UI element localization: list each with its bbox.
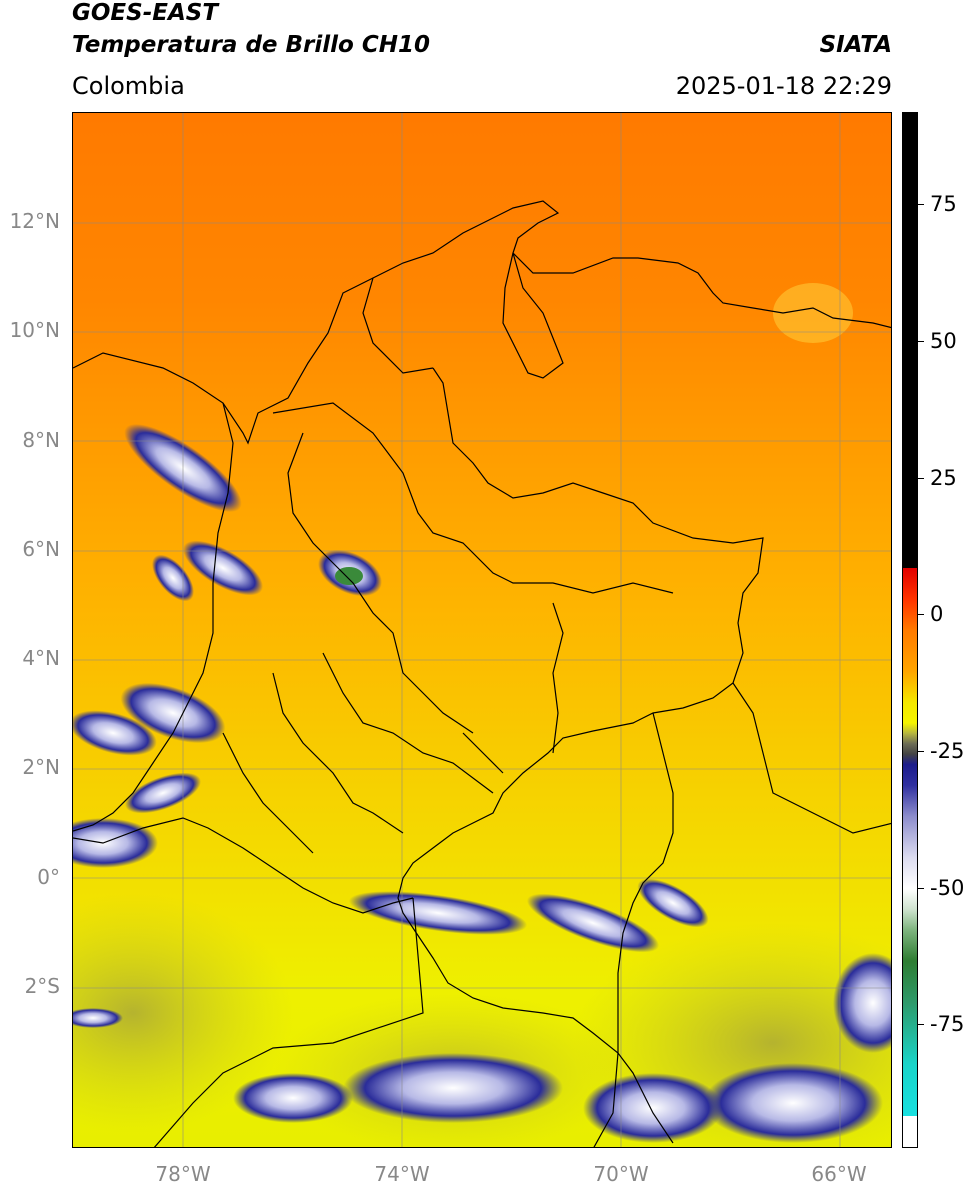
product-title: Temperatura de Brillo CH10 bbox=[72, 32, 430, 58]
lat-label: 12°N bbox=[9, 209, 60, 233]
map-canvas bbox=[73, 113, 891, 1147]
colorbar-tick: 75 bbox=[930, 192, 957, 216]
lat-label: 4°N bbox=[22, 646, 60, 670]
graticule bbox=[73, 113, 891, 1147]
lon-label: 74°W bbox=[374, 1162, 430, 1186]
lon-label: 70°W bbox=[593, 1162, 649, 1186]
lat-label: 10°N bbox=[9, 318, 60, 342]
timestamp-label: 2025-01-18 22:29 bbox=[675, 72, 892, 100]
country-borders bbox=[73, 200, 891, 1147]
lat-label: 0° bbox=[37, 865, 60, 889]
colorbar bbox=[902, 112, 918, 1148]
colorbar-tick: -25 bbox=[930, 739, 965, 763]
colorbar-tick: 50 bbox=[930, 329, 957, 353]
lon-label: 78°W bbox=[155, 1162, 211, 1186]
lat-label: 8°N bbox=[22, 428, 60, 452]
colorbar-tick: 0 bbox=[930, 602, 944, 626]
lat-label: 2°N bbox=[22, 755, 60, 779]
colorbar-tick: -50 bbox=[930, 876, 965, 900]
lat-label: 6°N bbox=[22, 537, 60, 561]
brand-label: SIATA bbox=[819, 32, 892, 58]
region-label: Colombia bbox=[72, 72, 185, 100]
satellite-title: GOES-EAST bbox=[72, 0, 219, 26]
colorbar-tick: 25 bbox=[930, 466, 957, 490]
lat-label: 2°S bbox=[24, 974, 60, 998]
colorbar-tick: -75 bbox=[930, 1012, 965, 1036]
lon-label: 66°W bbox=[811, 1162, 867, 1186]
satellite-map[interactable] bbox=[72, 112, 892, 1148]
